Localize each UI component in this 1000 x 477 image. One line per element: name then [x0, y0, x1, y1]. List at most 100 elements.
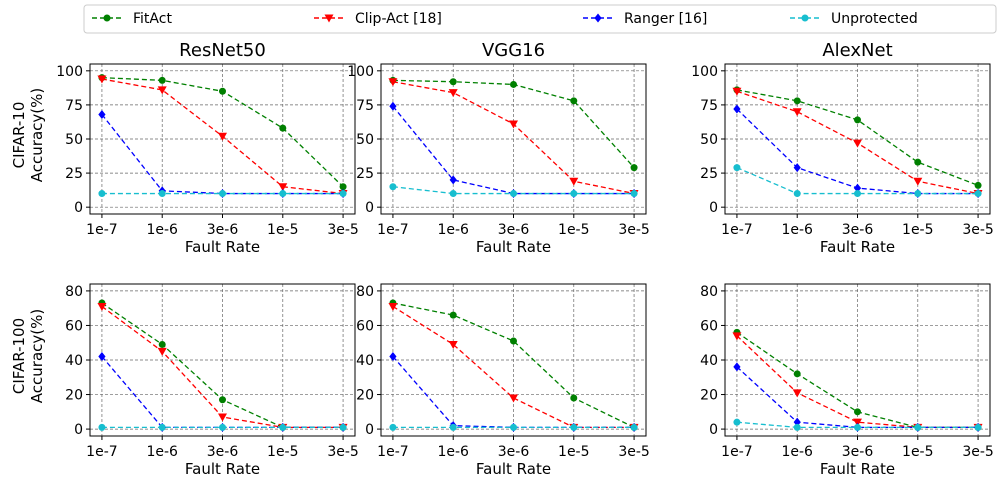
series-unprotected [733, 164, 982, 198]
y-tick-label: 0 [365, 200, 374, 216]
data-point [914, 423, 922, 431]
x-tick-label: 1e-6 [146, 444, 178, 460]
data-point [157, 347, 167, 356]
data-point [449, 78, 457, 86]
y-tick-label: 80 [356, 284, 374, 300]
data-point [448, 340, 458, 349]
x-tick-label: 1e-7 [721, 222, 752, 238]
data-point [854, 190, 861, 198]
series-line [736, 167, 979, 195]
data-point [219, 423, 226, 431]
data-point [448, 89, 458, 98]
legend-label: Ranger [16] [624, 11, 707, 27]
panel: 0 20 40 60 80 1e-7 1e-6 3e-6 1e-5 3e-5 Fault Rate [356, 283, 650, 477]
data-point [853, 139, 862, 148]
y-tick-label: 50 [700, 132, 718, 148]
x-tick-label: 1e-5 [902, 444, 933, 460]
x-tick-label: 3e-6 [498, 444, 530, 460]
data-point [853, 418, 862, 427]
y-tick-label: 40 [700, 353, 718, 369]
row-label: CIFAR-10Accuracy(%) [10, 88, 46, 182]
data-point [733, 104, 741, 114]
data-point [913, 177, 923, 186]
data-point [158, 340, 166, 348]
legend-marker [324, 14, 334, 23]
series-unprotected [733, 418, 982, 431]
row-label-line: CIFAR-10 [10, 102, 28, 169]
row-label-line: Accuracy(%) [28, 88, 46, 182]
data-point [732, 87, 742, 96]
data-point [509, 120, 518, 129]
y-tick-label: 75 [700, 98, 718, 114]
series-line [101, 114, 344, 195]
data-point [389, 352, 397, 362]
legend-entry: FitAct [92, 11, 172, 27]
data-point [389, 423, 397, 431]
x-tick-label: 3e-6 [207, 222, 239, 238]
legend-label: Clip-Act [18] [355, 11, 442, 27]
x-tick-label: 1e-5 [267, 444, 298, 460]
series-line [392, 302, 635, 428]
panel: VGG16 0 25 50 75 100 1e-7 1e-6 3e-6 1e-5 3e-5 Fault… [347, 40, 650, 256]
data-point [98, 423, 106, 431]
data-point [278, 183, 288, 192]
y-tick-label: 0 [709, 422, 718, 438]
data-point [339, 190, 347, 198]
panel-title: AlexNet [822, 40, 892, 61]
panel: ResNet50 0 25 50 75 100 1e-7 1e-6 3e-6 1e-5 3e-5 Fa… [56, 40, 359, 256]
y-tick-label: 100 [691, 64, 718, 80]
data-point [339, 423, 347, 431]
data-point [630, 190, 638, 198]
data-point [158, 76, 166, 84]
row-label-line: Accuracy(%) [28, 309, 46, 403]
x-tick-label: 1e-5 [267, 222, 298, 238]
data-point [389, 183, 397, 191]
data-point [388, 302, 398, 311]
legend-frame [83, 4, 997, 34]
x-tick-label: 3e-5 [618, 222, 649, 238]
x-tick-label: 3e-5 [618, 444, 649, 460]
data-point [98, 109, 106, 119]
data-point [339, 183, 347, 191]
y-tick-label: 50 [65, 132, 83, 148]
data-point [974, 423, 982, 431]
panel: 0 20 40 60 80 1e-7 1e-6 3e-6 1e-5 3e-5 Fault Rate [700, 283, 994, 477]
x-tick-label: 3e-6 [207, 444, 239, 460]
panel: AlexNet 0 25 50 75 100 1e-7 1e-6 3e-6 1e-5 3e-5 Fau… [691, 40, 994, 256]
y-tick-label: 80 [700, 284, 718, 300]
legend-label: Unprotected [831, 11, 918, 27]
data-point [733, 164, 741, 172]
data-point [97, 302, 107, 311]
data-point [218, 413, 227, 422]
data-point [570, 423, 578, 431]
x-tick-label: 1e-7 [86, 444, 117, 460]
x-tick-label: 3e-5 [962, 444, 993, 460]
x-tick-label: 1e-6 [146, 222, 178, 238]
series-clip-act [97, 302, 348, 432]
legend-entry: Clip-Act [18] [314, 11, 442, 27]
x-tick-label: 3e-6 [842, 222, 874, 238]
x-tick-label: 1e-5 [558, 222, 589, 238]
y-tick-label: 25 [700, 166, 718, 182]
x-tick-label: 3e-6 [842, 444, 874, 460]
x-axis-label: Fault Rate [820, 460, 895, 477]
x-tick-label: 3e-5 [327, 222, 358, 238]
data-point [449, 190, 457, 198]
x-axis-label: Fault Rate [185, 238, 260, 256]
data-point [793, 423, 801, 431]
legend: FitAct Clip-Act [18] Ranger [16] Unprotecte… [83, 4, 997, 34]
data-point [733, 362, 741, 372]
x-tick-label: 1e-5 [902, 222, 933, 238]
x-tick-label: 3e-6 [498, 222, 530, 238]
legend-marker [103, 14, 111, 22]
data-point [974, 190, 982, 198]
y-tick-label: 75 [356, 98, 374, 114]
y-tick-label: 60 [700, 318, 718, 334]
y-tick-label: 25 [65, 166, 83, 182]
legend-entry: Unprotected [790, 11, 918, 27]
data-point [630, 423, 638, 431]
data-point [570, 190, 578, 198]
x-axis-label: Fault Rate [185, 460, 260, 477]
y-tick-label: 20 [700, 388, 718, 404]
